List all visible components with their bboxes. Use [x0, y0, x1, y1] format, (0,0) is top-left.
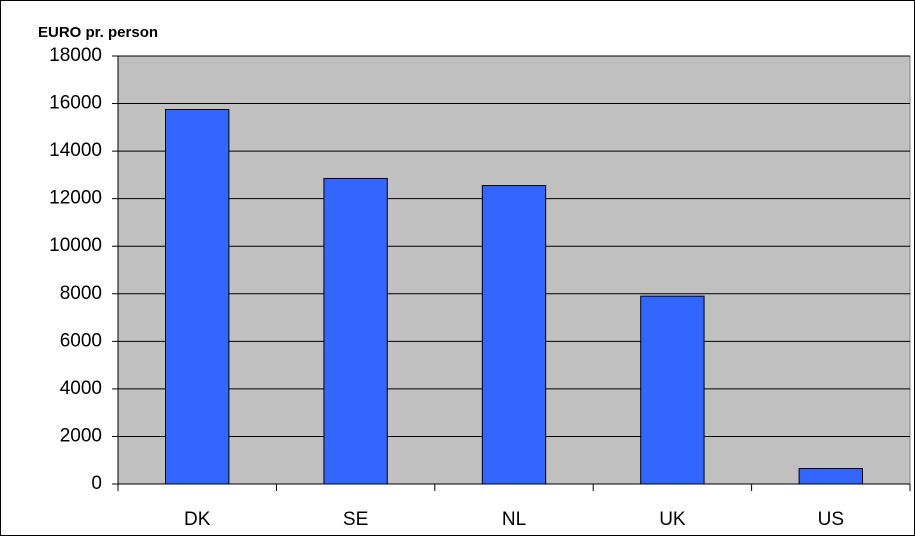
bar	[481, 185, 547, 485]
bar	[798, 468, 863, 485]
y-tick-label: 0	[91, 473, 102, 494]
x-tick-label: DK	[184, 509, 211, 530]
y-tick-label: 10000	[49, 235, 102, 256]
bar	[640, 295, 705, 485]
y-tick-label: 6000	[60, 330, 102, 351]
y-tick-label: 14000	[49, 140, 102, 161]
x-tick-label: SE	[343, 509, 368, 530]
y-tick-label: 8000	[60, 283, 102, 304]
y-tick-label: 12000	[49, 188, 102, 209]
chart-title: EURO pr. person	[38, 24, 158, 41]
y-tick-label: 16000	[49, 93, 102, 114]
bar	[323, 177, 388, 485]
x-tick-label: NL	[502, 509, 526, 530]
x-tick-label: US	[818, 509, 844, 530]
y-tick-label: 2000	[60, 425, 102, 446]
bar	[165, 109, 230, 485]
y-tick-label: 18000	[49, 45, 102, 66]
x-tick-label: UK	[659, 509, 686, 530]
y-tick-label: 4000	[60, 378, 102, 399]
